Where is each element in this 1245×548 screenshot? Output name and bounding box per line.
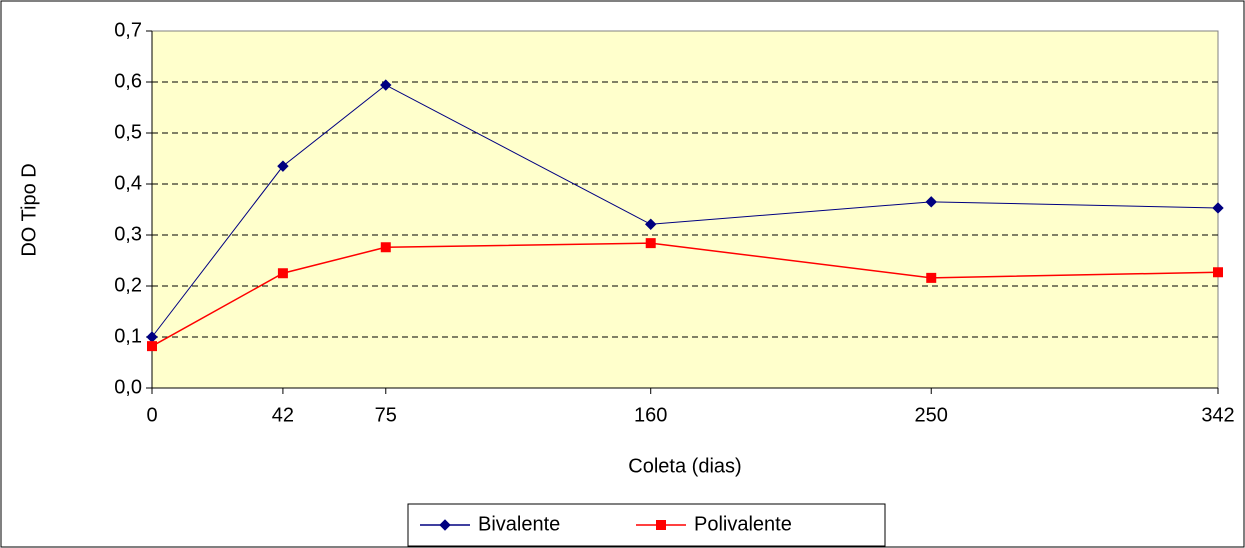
- plot-area: [151, 30, 1219, 389]
- y-tick-label: 0,2: [114, 274, 142, 296]
- series-line: [151, 84, 1219, 338]
- y-tick-label: 0,0: [114, 376, 142, 398]
- y-tick-label: 0,3: [114, 223, 142, 245]
- x-tick-label: 250: [915, 404, 948, 426]
- data-point: [277, 268, 288, 279]
- x-tick-label: 42: [272, 404, 294, 426]
- data-point: [1212, 202, 1224, 214]
- data-point: [926, 272, 937, 283]
- y-tick-label: 0,7: [114, 19, 142, 41]
- data-point: [1213, 267, 1223, 278]
- x-axis-label: Coleta (dias): [628, 455, 741, 477]
- legend-label: Polivalente: [694, 513, 792, 535]
- data-point: [277, 160, 289, 172]
- data-point: [380, 79, 392, 91]
- x-tick-label: 342: [1201, 404, 1234, 426]
- y-tick-label: 0,6: [114, 70, 142, 92]
- y-tick-label: 0,5: [114, 121, 142, 143]
- data-point: [925, 196, 937, 208]
- data-point: [645, 218, 657, 230]
- x-tick-label: 75: [375, 404, 397, 426]
- x-tick-label: 0: [146, 404, 157, 426]
- data-point: [380, 242, 391, 253]
- series-line: [151, 242, 1219, 347]
- x-tick-label: 160: [634, 404, 667, 426]
- data-point: [645, 238, 656, 249]
- legend-marker: [656, 520, 666, 530]
- legend-label: Bivalente: [478, 513, 560, 535]
- y-axis-label: DO Tipo D: [18, 163, 40, 256]
- y-tick-label: 0,4: [114, 172, 142, 194]
- y-tick-label: 0,1: [114, 325, 142, 347]
- legend-marker: [439, 519, 451, 531]
- data-point: [147, 341, 157, 352]
